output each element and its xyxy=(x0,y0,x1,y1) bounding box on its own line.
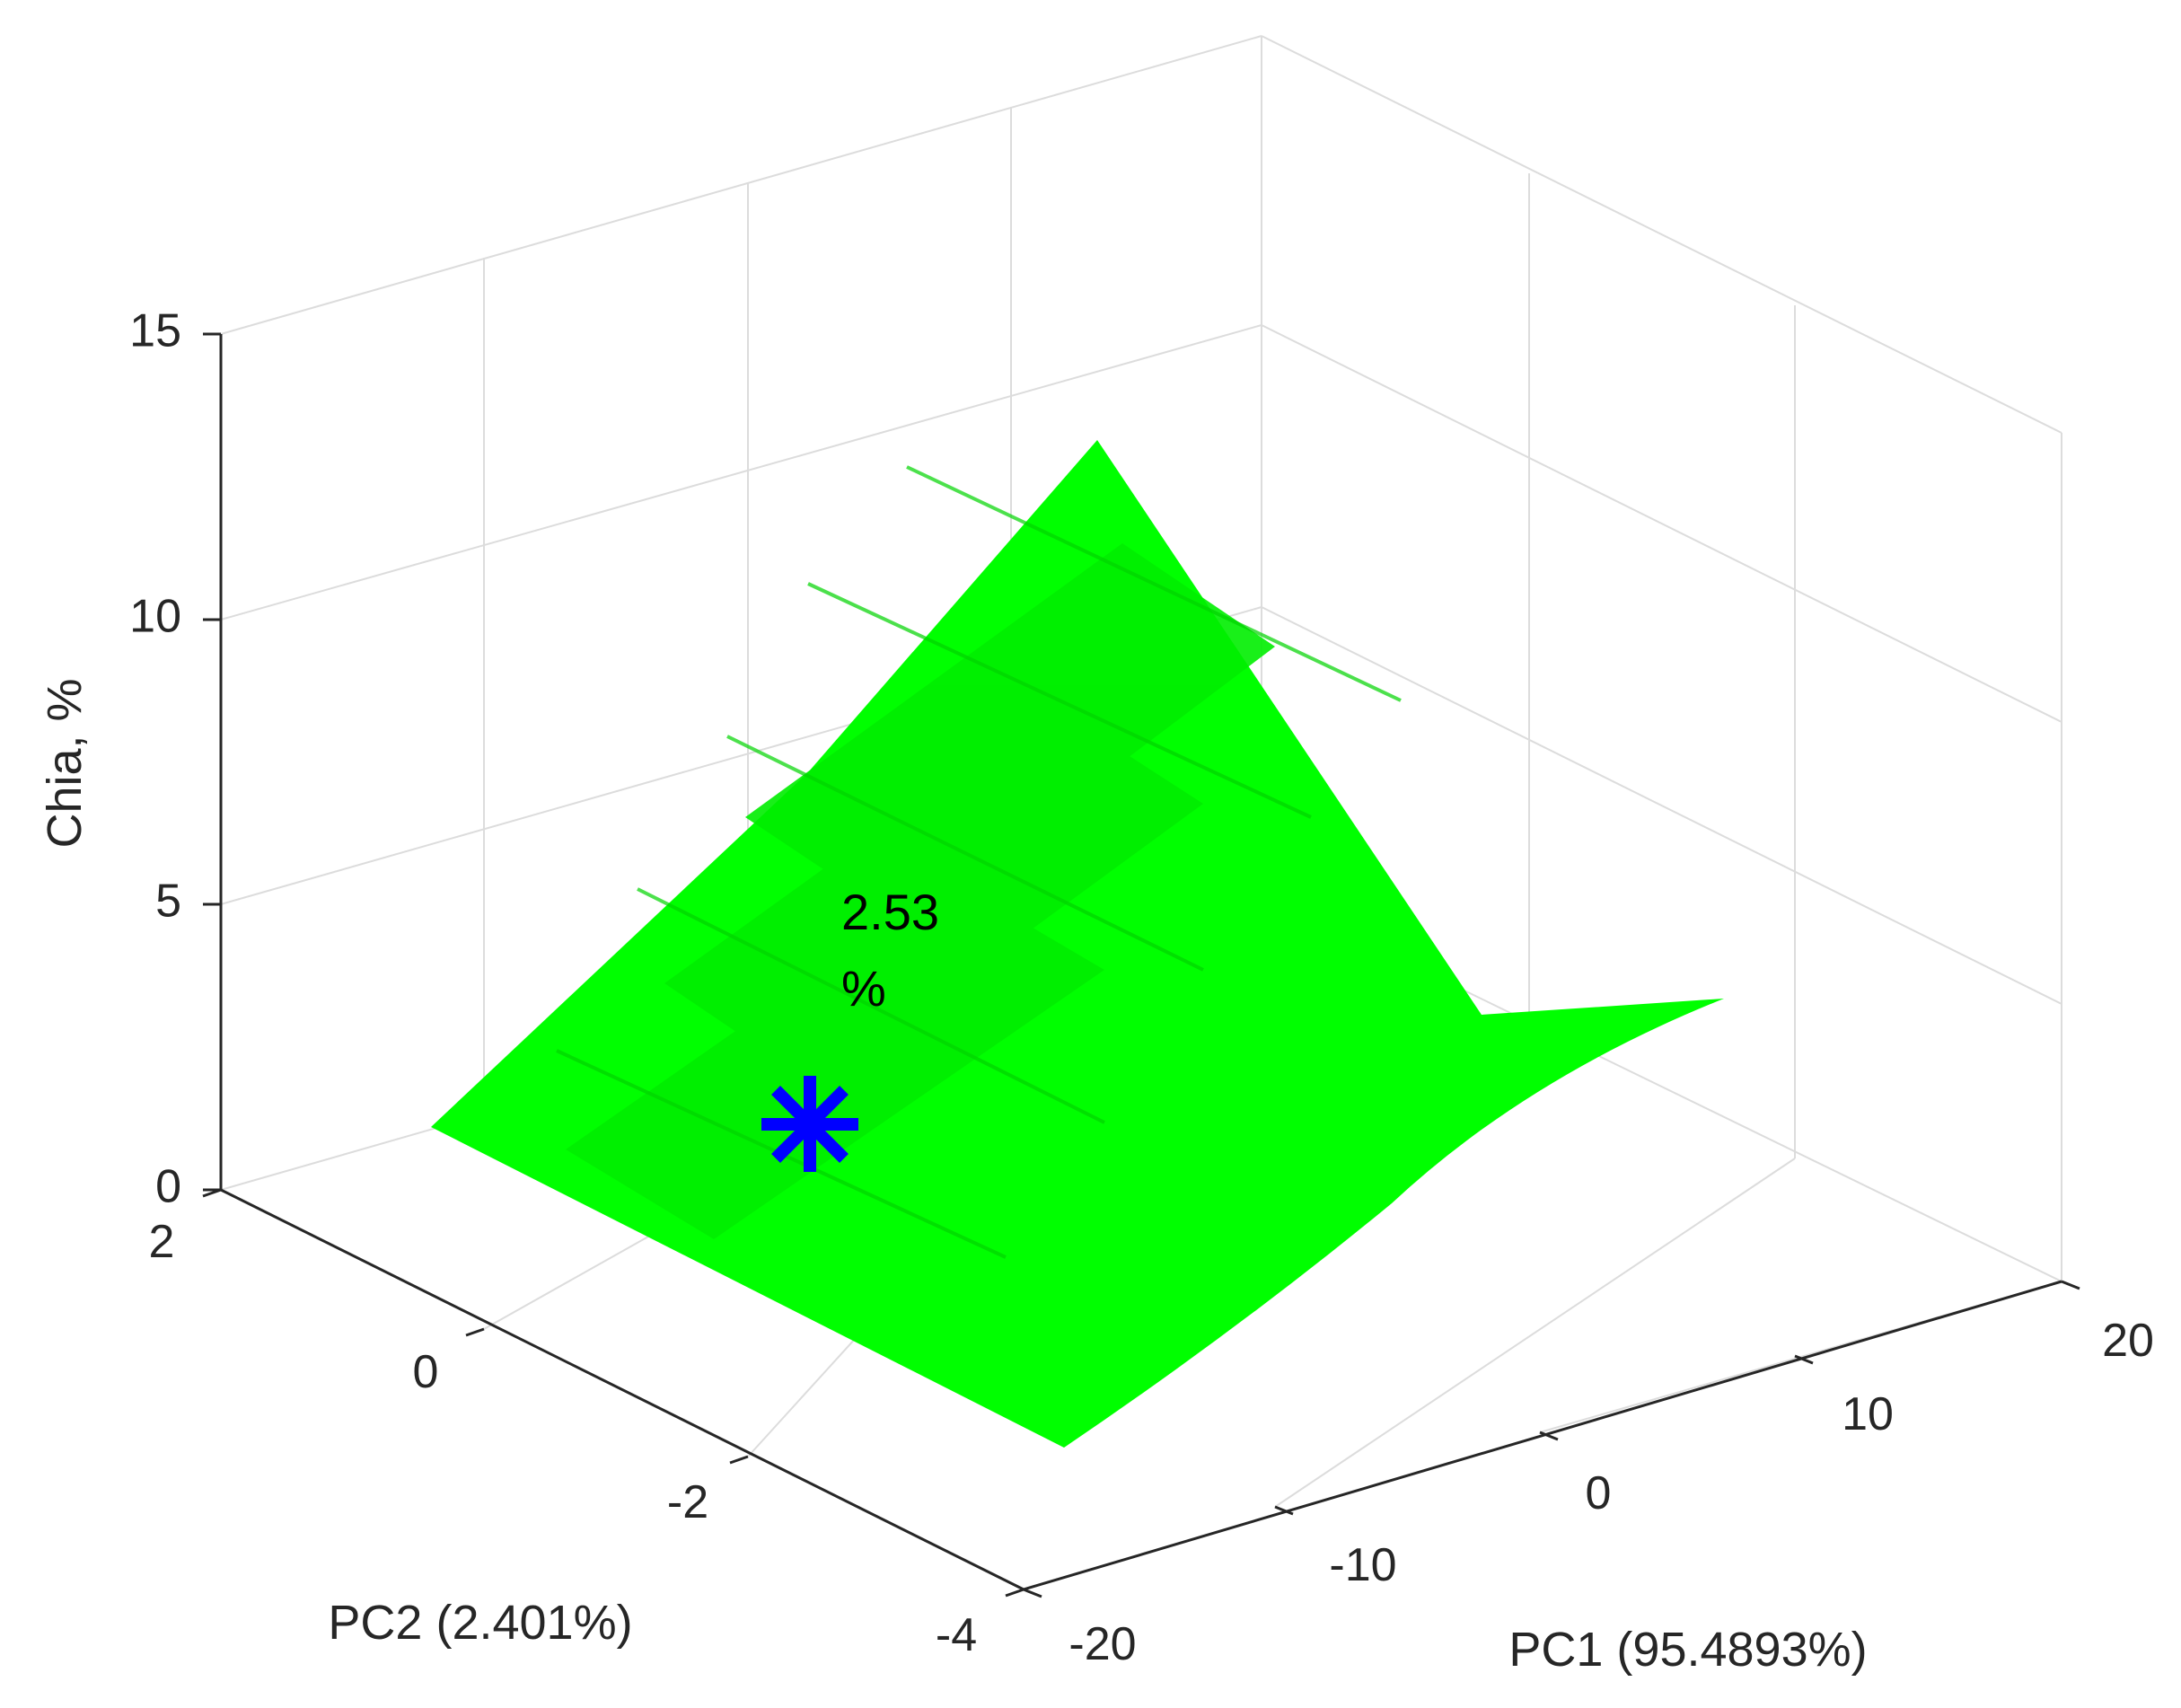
z-tick-label: 0 xyxy=(155,1161,181,1213)
x-tick-label: 0 xyxy=(1586,1467,1612,1519)
prediction-marker xyxy=(761,1076,858,1172)
x-tick-label: -20 xyxy=(1069,1618,1136,1670)
x-tick-label: 10 xyxy=(1842,1388,1894,1440)
z-tick-label: 15 xyxy=(129,305,181,357)
y-ticks xyxy=(202,1188,1025,1598)
x-tick-labels: -20 -10 0 10 20 xyxy=(1069,1315,2154,1670)
x-ticks xyxy=(1023,1280,2080,1598)
x-axis-label: PC1 (95.4893%) xyxy=(1508,1623,1867,1677)
y-tick-label: -2 xyxy=(667,1476,708,1528)
annotation-value: 2.53 xyxy=(841,884,939,940)
x-tick-label: -10 xyxy=(1329,1539,1396,1591)
z-axis-label: Chia, % xyxy=(38,678,92,848)
response-surface xyxy=(431,440,1724,1448)
axis-lines xyxy=(219,334,2062,1591)
z-tick-label: 5 xyxy=(155,876,181,928)
z-tick-labels: 15 10 5 0 xyxy=(129,305,181,1213)
y-tick-label: 0 xyxy=(413,1346,439,1398)
z-tick-label: 10 xyxy=(129,591,181,643)
y-tick-label: 2 xyxy=(149,1216,175,1268)
annotation-unit: % xyxy=(841,960,886,1017)
y-axis-label: PC2 (2.401%) xyxy=(328,1596,632,1650)
x-tick-label: 20 xyxy=(2102,1315,2154,1367)
y-tick-labels: 2 0 -2 -4 xyxy=(149,1216,978,1661)
y-tick-label: -4 xyxy=(936,1609,977,1661)
z-ticks xyxy=(203,332,221,1192)
